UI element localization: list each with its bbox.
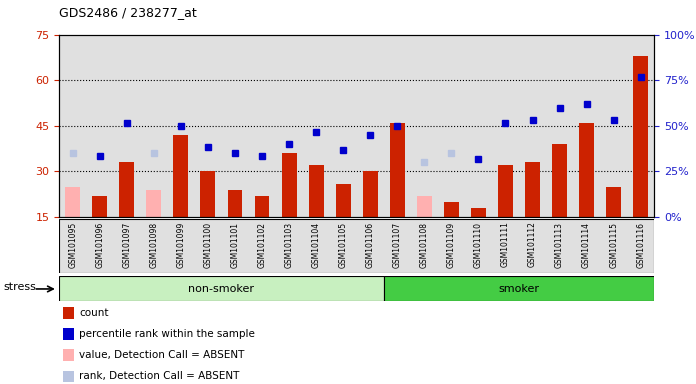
Bar <box>417 196 432 217</box>
Text: GSM101096: GSM101096 <box>95 222 104 268</box>
Bar <box>255 196 269 217</box>
Text: GSM101095: GSM101095 <box>68 222 77 268</box>
Text: GSM101108: GSM101108 <box>420 222 429 268</box>
Text: GSM101111: GSM101111 <box>501 222 510 267</box>
Text: GSM101104: GSM101104 <box>312 222 321 268</box>
Text: GSM101114: GSM101114 <box>582 222 591 268</box>
Text: non-smoker: non-smoker <box>189 284 255 294</box>
Text: GSM101113: GSM101113 <box>555 222 564 268</box>
Bar <box>363 171 378 217</box>
Bar <box>579 123 594 217</box>
Text: GDS2486 / 238277_at: GDS2486 / 238277_at <box>59 6 197 19</box>
Bar <box>146 190 161 217</box>
Text: count: count <box>79 308 109 318</box>
Bar <box>471 208 486 217</box>
Text: GSM101100: GSM101100 <box>203 222 212 268</box>
Bar <box>552 144 567 217</box>
Text: smoker: smoker <box>498 284 539 294</box>
Bar <box>200 171 215 217</box>
Bar <box>606 187 621 217</box>
Text: GSM101107: GSM101107 <box>393 222 402 268</box>
Text: GSM101115: GSM101115 <box>609 222 618 268</box>
Bar <box>633 56 648 217</box>
Bar <box>65 187 80 217</box>
Text: GSM101106: GSM101106 <box>365 222 374 268</box>
Bar <box>383 276 654 301</box>
Bar <box>498 165 513 217</box>
Bar <box>335 184 351 217</box>
Bar <box>59 276 383 301</box>
Bar <box>59 219 654 273</box>
Bar <box>444 202 459 217</box>
Bar <box>282 153 296 217</box>
Bar <box>390 123 404 217</box>
Bar <box>228 190 242 217</box>
Text: GSM101101: GSM101101 <box>230 222 239 268</box>
Text: percentile rank within the sample: percentile rank within the sample <box>79 329 255 339</box>
Bar <box>93 196 107 217</box>
Text: GSM101105: GSM101105 <box>339 222 348 268</box>
Text: value, Detection Call = ABSENT: value, Detection Call = ABSENT <box>79 350 245 360</box>
Text: GSM101109: GSM101109 <box>447 222 456 268</box>
Text: GSM101103: GSM101103 <box>285 222 294 268</box>
Text: rank, Detection Call = ABSENT: rank, Detection Call = ABSENT <box>79 371 239 381</box>
Bar <box>525 162 540 217</box>
Text: GSM101110: GSM101110 <box>474 222 483 268</box>
Text: GSM101097: GSM101097 <box>122 222 132 268</box>
Text: GSM101098: GSM101098 <box>150 222 158 268</box>
Bar <box>309 165 324 217</box>
Bar <box>119 162 134 217</box>
Text: GSM101112: GSM101112 <box>528 222 537 267</box>
Text: GSM101099: GSM101099 <box>176 222 185 268</box>
Text: GSM101102: GSM101102 <box>258 222 267 268</box>
Text: GSM101116: GSM101116 <box>636 222 645 268</box>
Bar <box>173 135 189 217</box>
Text: stress: stress <box>3 282 36 292</box>
